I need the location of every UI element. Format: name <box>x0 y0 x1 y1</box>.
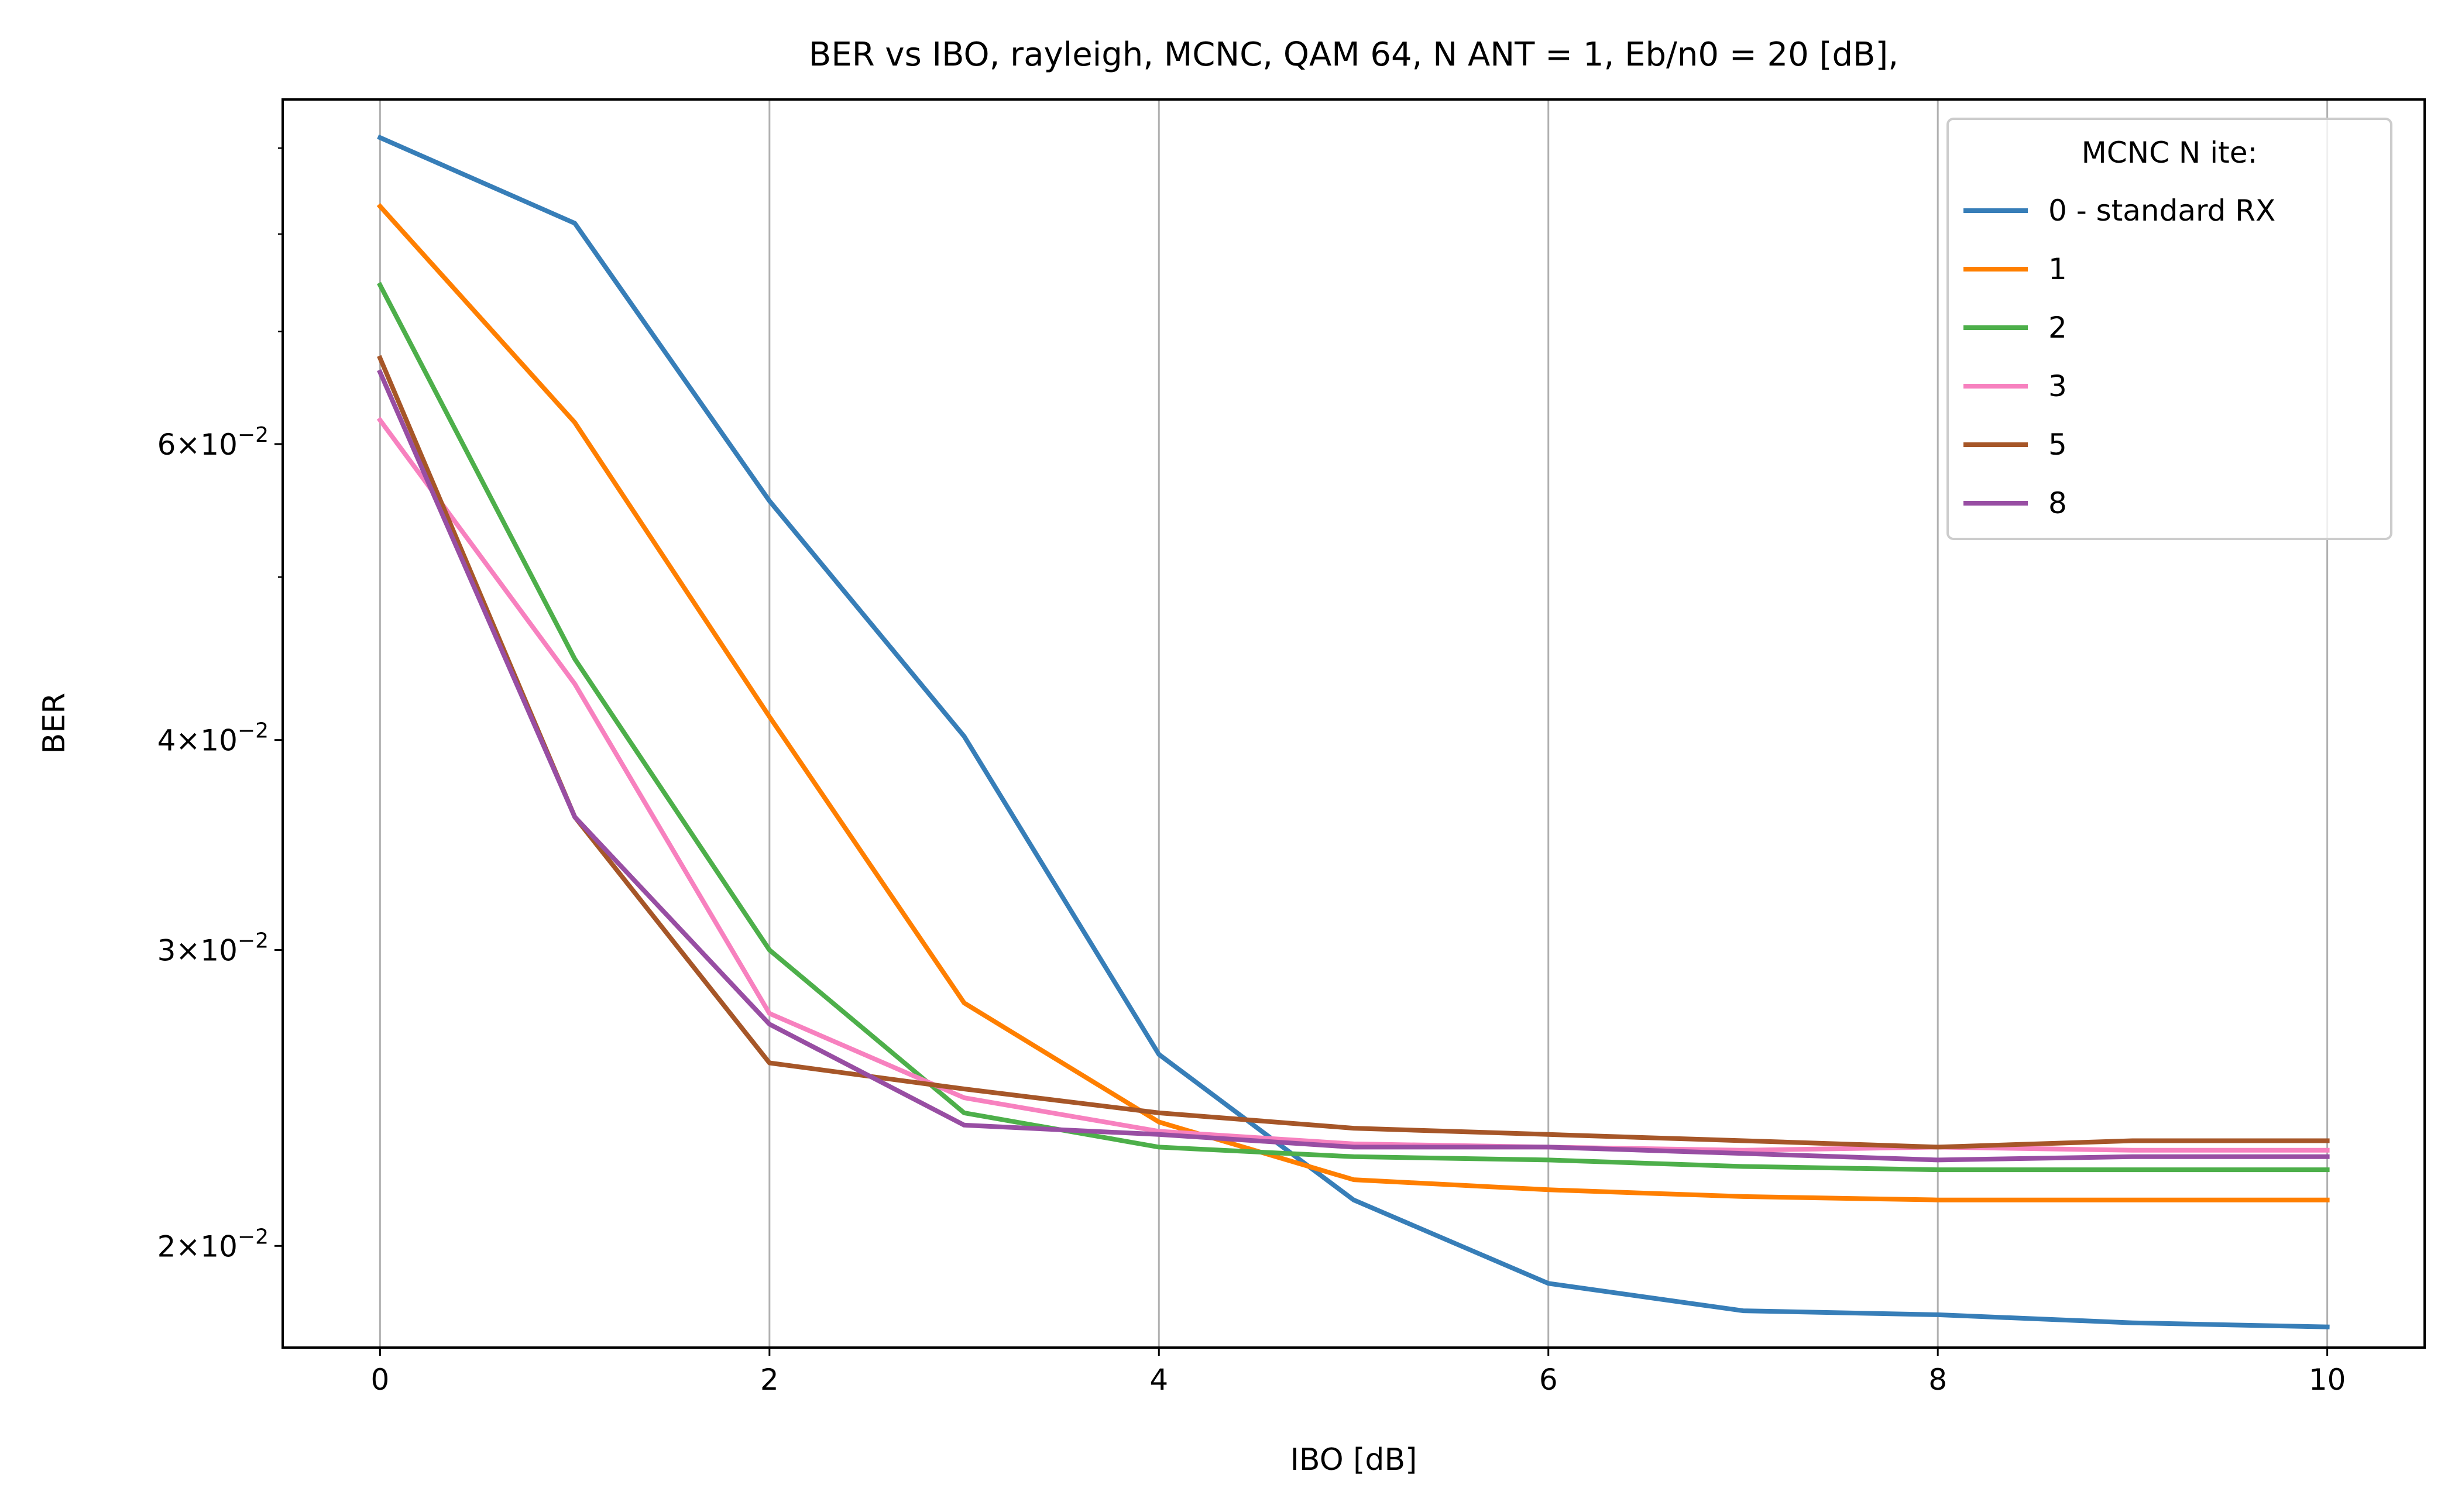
y-tick-exponent: −2 <box>238 423 269 447</box>
legend-label: 5 <box>2048 428 2067 462</box>
plot-area: 0 2 4 6 8 10 2×10−23×10−24×10−26×10−2 <box>157 98 2426 1397</box>
x-axis-ticks: 0 2 4 6 8 10 <box>370 1348 2346 1397</box>
legend-label: 3 <box>2048 369 2067 403</box>
y-tick-mantissa: 3 <box>157 934 176 968</box>
y-tick-base: ×10 <box>176 934 238 968</box>
legend-box <box>1946 118 2392 540</box>
series-line <box>377 281 2330 1173</box>
x-tick-label: 10 <box>2309 1363 2346 1397</box>
legend-label: 1 <box>2048 252 2067 286</box>
series-line <box>376 202 2330 1202</box>
y-tick-mantissa: 2 <box>157 1229 176 1263</box>
legend-label: 0 - standard RX <box>2048 194 2275 228</box>
series-lines <box>376 134 2330 1329</box>
series-line <box>377 355 2330 1150</box>
y-tick-base: ×10 <box>176 1229 238 1263</box>
y-tick-base: ×10 <box>176 724 238 758</box>
y-tick-base: ×10 <box>176 428 238 462</box>
legend-label: 8 <box>2048 486 2067 520</box>
chart-title: BER vs IBO, rayleigh, MCNC, QAM 64, N AN… <box>809 36 1898 74</box>
y-tick-label: 2×10−2 <box>157 1225 269 1263</box>
y-axis-ticks: 2×10−23×10−24×10−26×10−2 <box>157 147 283 1263</box>
y-tick-exponent: −2 <box>238 719 269 743</box>
legend-title: MCNC N ite: <box>2082 136 2258 170</box>
y-tick-mantissa: 4 <box>157 724 176 758</box>
series-line <box>376 417 2330 1153</box>
y-tick-exponent: −2 <box>238 929 269 953</box>
y-tick-exponent: −2 <box>238 1225 269 1249</box>
series-line <box>377 369 2330 1163</box>
legend-entries: 0 - standard RX 1 2 3 5 8 <box>1963 194 2275 520</box>
x-axis-label: IBO [dB] <box>1290 1442 1417 1477</box>
y-tick-label: 6×10−2 <box>157 423 269 462</box>
y-tick-label: 3×10−2 <box>157 929 269 968</box>
x-tick-label: 2 <box>760 1363 779 1397</box>
x-tick-label: 8 <box>1928 1363 1947 1397</box>
y-axis-label: BER <box>37 693 72 754</box>
x-tick-label: 0 <box>370 1363 389 1397</box>
y-tick-mantissa: 6 <box>157 428 176 462</box>
legend-label: 2 <box>2048 311 2067 345</box>
series-line <box>377 134 2330 1329</box>
x-tick-label: 4 <box>1149 1363 1168 1397</box>
axes-frame <box>281 98 2426 1349</box>
y-tick-label: 4×10−2 <box>157 719 269 758</box>
x-tick-label: 6 <box>1539 1363 1558 1397</box>
legend: MCNC N ite: 0 - standard RX 1 2 3 5 8 <box>1946 118 2392 540</box>
